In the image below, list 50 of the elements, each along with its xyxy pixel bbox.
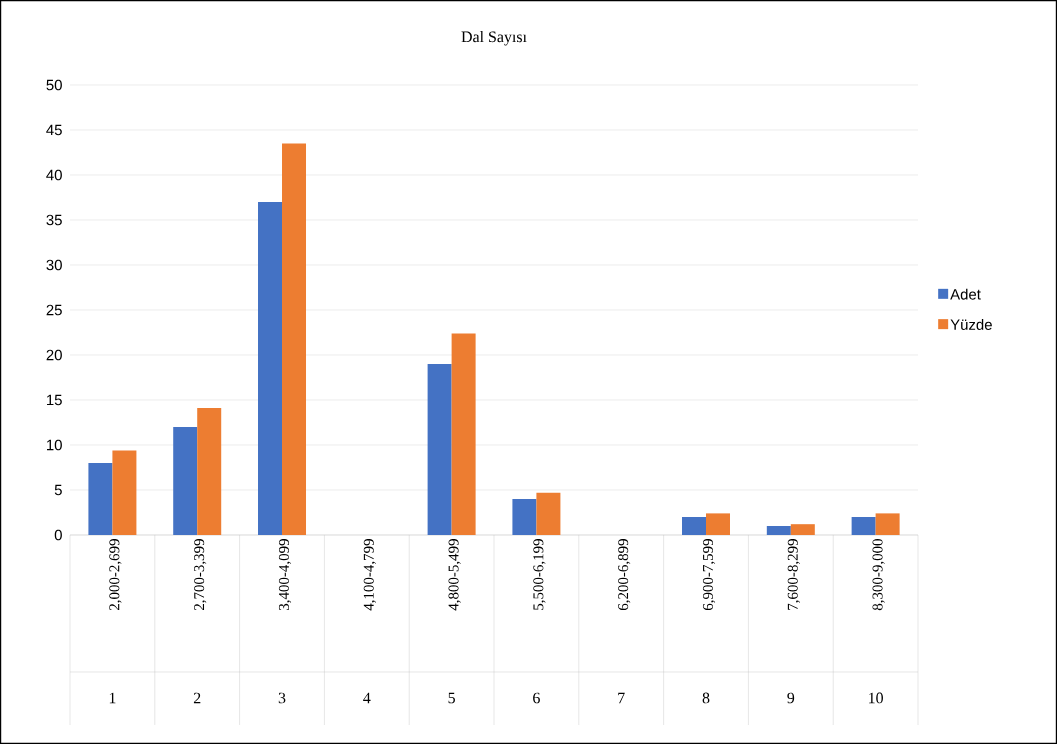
bar: [512, 498, 537, 535]
x-tick-label: 5,500-6,199: [533, 539, 546, 610]
bar: [258, 201, 283, 535]
x-tick-label: 4,800-5,499: [448, 539, 461, 611]
y-tick-label: 15: [47, 394, 62, 406]
bar: [282, 143, 307, 535]
text: 8: [702, 692, 710, 704]
x-tick-label: 2,000-2,699: [109, 539, 122, 611]
text: 6: [533, 692, 540, 704]
x-tick-label: 3,400-4,099: [278, 539, 292, 611]
y-tick-label: 0: [54, 529, 62, 541]
bar: [682, 516, 707, 535]
x-tick-label: 4,100-4,799: [363, 539, 376, 611]
y-tick-label: 45: [46, 124, 62, 136]
bar: [790, 524, 815, 535]
legend-label: Adet: [950, 288, 981, 300]
y-tick-label: 20: [46, 349, 62, 361]
bar: [851, 516, 876, 535]
legend-label: Yüzde: [950, 318, 992, 330]
text: 5: [448, 692, 455, 704]
y-tick-label: 40: [46, 169, 62, 181]
bar: [112, 450, 137, 535]
y-tick-label: 25: [46, 304, 62, 316]
text: 1: [109, 692, 116, 704]
bar: [706, 513, 731, 535]
bar: [451, 333, 476, 535]
x-tick-label: 6,200-6,899: [618, 539, 631, 611]
text: 4: [363, 692, 371, 704]
y-tick-label: 35: [46, 214, 62, 226]
bar: [536, 492, 561, 535]
y-tick-label: 30: [46, 259, 62, 271]
bar: [173, 426, 198, 535]
x-tick-label: 2,700-3,399: [194, 539, 207, 611]
x-tick-label: 6,900-7,599: [702, 539, 716, 611]
y-tick-label: 10: [47, 439, 62, 451]
bar: [766, 525, 791, 535]
bar: [427, 363, 452, 535]
text: 2: [193, 692, 201, 704]
text: 7: [618, 692, 625, 704]
y-tick-label: 5: [54, 484, 62, 496]
x-tick-label: 8,300-9,000: [872, 539, 885, 611]
bar: [875, 513, 900, 535]
text: 10: [869, 692, 883, 704]
text: 9: [787, 692, 795, 704]
bar: [88, 462, 113, 535]
text: 3: [278, 692, 286, 704]
bar: [197, 408, 222, 535]
x-tick-label: 7,600-8,299: [787, 539, 800, 610]
y-tick-label: 50: [46, 79, 62, 91]
chart-title: Dal Sayısı: [461, 30, 527, 46]
